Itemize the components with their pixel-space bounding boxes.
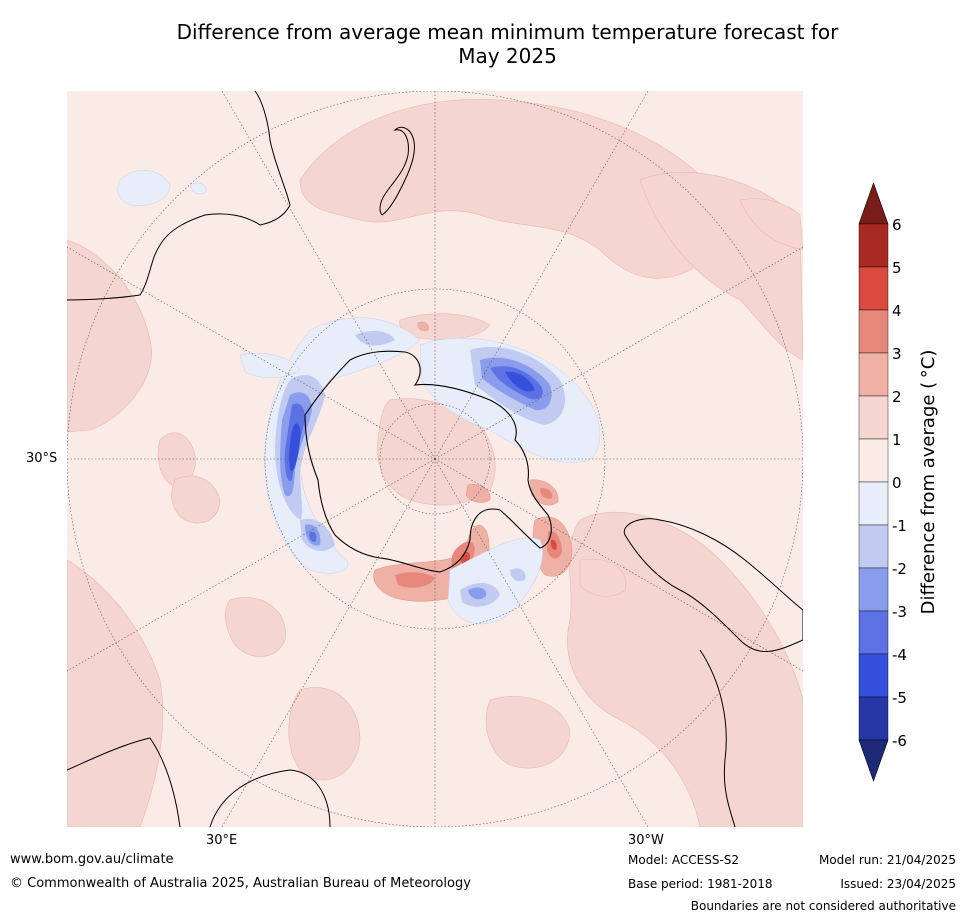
africa-coastline [67,737,181,827]
colorbar-level-4-to-5 [858,266,889,311]
colorbar-tick: 6 [892,216,902,234]
australia-coastline [67,91,291,301]
model-text: Model: ACCESS-S2 [628,853,740,867]
anomaly-1-to-2-areas [67,99,803,827]
colorbar-level-minus4-to-minus3 [858,610,889,655]
colorbar-tick: 4 [892,302,902,320]
colorbar-level-minus6-to-minus5 [858,696,889,741]
graticule-label-30w: 30°W [628,833,664,848]
south-america-west-coast [699,649,736,827]
new-zealand-coastline [379,126,415,216]
disclaimer-text: Boundaries are not considered authoritat… [690,899,956,913]
colorbar-level-minus2-to-minus1 [858,524,889,569]
issued-text: Issued: 23/04/2025 [840,877,956,891]
colorbar: 6 5 4 3 2 1 0 -1 -2 -3 -4 -5 -6 Differen… [858,182,939,782]
colorbar-extend-max [858,182,889,225]
colorbar-extend-min [858,739,889,782]
map-title-line2: May 2025 [458,44,557,68]
graticule-label-30e: 30°E [206,833,238,848]
colorbar-tick: 1 [892,431,902,449]
colorbar-label: Difference from average ( °C) [918,350,939,615]
colorbar-tick: -4 [892,646,907,664]
colorbar-tick: -1 [892,517,907,535]
colorbar-tick: 2 [892,388,902,406]
colorbar-level-minus3-to-minus2 [858,567,889,612]
graticule [67,91,803,827]
colorbar-level-5-to-6 [858,223,889,268]
colorbar-level-minus1-to-0 [858,481,889,526]
copyright-text: © Commonwealth of Australia 2025, Austra… [10,876,471,891]
colorbar-level-minus5-to-minus4 [858,653,889,698]
map-panel [67,91,803,827]
colorbar-tick: -6 [892,732,907,750]
colorbar-tick: -2 [892,560,907,578]
colorbar-tick: -3 [892,603,907,621]
colorbar-level-2-to-3 [858,352,889,397]
south-america-coastline [623,518,803,653]
map-title: Difference from average mean minimum tem… [60,20,955,68]
colorbar-level-0-to-1 [858,438,889,483]
colorbar-level-3-to-4 [858,309,889,354]
colorbar-level-1-to-2 [858,395,889,440]
website-link[interactable]: www.bom.gov.au/climate [10,852,174,867]
base-period-text: Base period: 1981-2018 [628,877,773,891]
colorbar-tick: 3 [892,345,902,363]
graticule-label-30s: 30°S [26,451,58,466]
antarctica-coastline [304,350,552,573]
colorbar-tick: 0 [892,474,902,492]
colorbar-tick: 5 [892,259,902,277]
colorbar-tick: -5 [892,689,907,707]
map-title-line1: Difference from average mean minimum tem… [176,20,839,44]
madagascar-coastline [209,769,331,827]
model-run-text: Model run: 21/04/2025 [818,853,956,867]
